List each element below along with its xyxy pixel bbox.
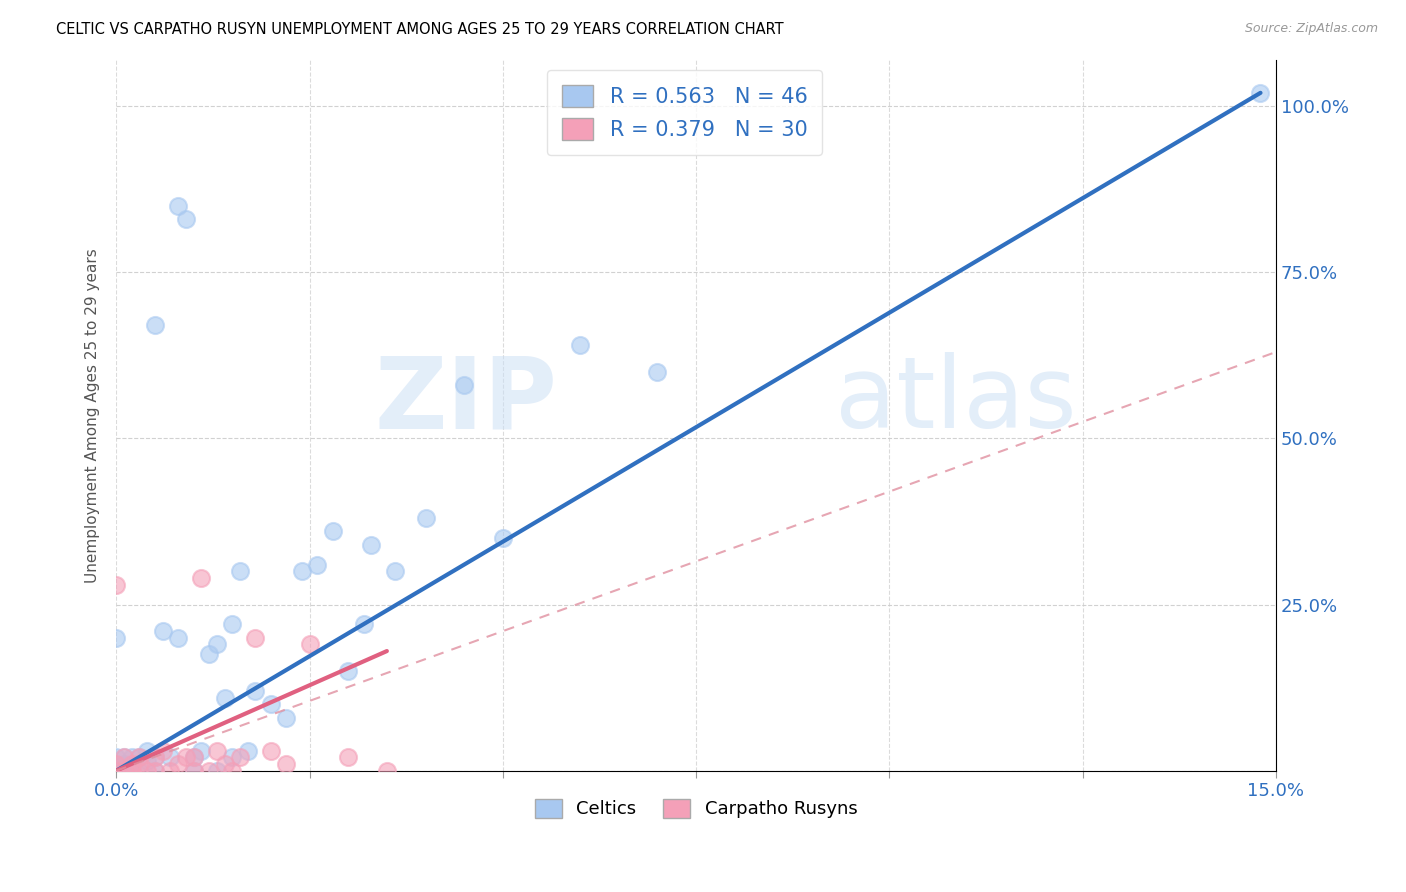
Point xyxy=(112,750,135,764)
Point xyxy=(298,637,321,651)
Point xyxy=(276,710,298,724)
Point xyxy=(105,577,128,591)
Point xyxy=(415,511,437,525)
Y-axis label: Unemployment Among Ages 25 to 29 years: Unemployment Among Ages 25 to 29 years xyxy=(86,248,100,582)
Point xyxy=(143,764,166,778)
Point xyxy=(105,750,128,764)
Point xyxy=(143,750,166,764)
Point xyxy=(183,750,205,764)
Point xyxy=(245,684,267,698)
Point xyxy=(236,744,259,758)
Point xyxy=(121,764,143,778)
Point xyxy=(307,558,329,572)
Point xyxy=(105,764,128,778)
Point xyxy=(337,664,360,678)
Point xyxy=(167,757,190,772)
Text: CELTIC VS CARPATHO RUSYN UNEMPLOYMENT AMONG AGES 25 TO 29 YEARS CORRELATION CHAR: CELTIC VS CARPATHO RUSYN UNEMPLOYMENT AM… xyxy=(56,22,785,37)
Point xyxy=(260,698,283,712)
Point xyxy=(143,318,166,333)
Point xyxy=(375,764,398,778)
Point xyxy=(105,757,128,772)
Point xyxy=(105,631,128,645)
Point xyxy=(353,617,375,632)
Point xyxy=(112,750,135,764)
Point xyxy=(1250,86,1272,100)
Point xyxy=(647,365,669,379)
Point xyxy=(260,744,283,758)
Point xyxy=(121,750,143,764)
Point xyxy=(128,757,150,772)
Point xyxy=(322,524,344,539)
Point xyxy=(128,750,150,764)
Point xyxy=(453,378,475,392)
Point xyxy=(569,338,592,352)
Point xyxy=(229,750,252,764)
Point xyxy=(143,750,166,764)
Text: atlas: atlas xyxy=(835,352,1077,450)
Point xyxy=(198,764,221,778)
Point xyxy=(221,617,243,632)
Point xyxy=(167,199,190,213)
Point xyxy=(167,631,190,645)
Point xyxy=(183,764,205,778)
Point xyxy=(152,744,174,758)
Point xyxy=(143,764,166,778)
Point xyxy=(190,571,212,585)
Point xyxy=(276,757,298,772)
Point xyxy=(121,764,143,778)
Legend: Celtics, Carpatho Rusyns: Celtics, Carpatho Rusyns xyxy=(527,791,865,826)
Point xyxy=(384,564,406,578)
Point xyxy=(337,750,360,764)
Point xyxy=(229,564,252,578)
Point xyxy=(183,764,205,778)
Text: ZIP: ZIP xyxy=(374,352,557,450)
Point xyxy=(205,764,228,778)
Point xyxy=(174,750,197,764)
Point xyxy=(198,648,221,662)
Point xyxy=(221,764,243,778)
Point xyxy=(159,764,181,778)
Point xyxy=(136,754,159,768)
Point xyxy=(159,750,181,764)
Point xyxy=(245,631,267,645)
Point xyxy=(205,637,228,651)
Point xyxy=(183,750,205,764)
Point xyxy=(190,744,212,758)
Point xyxy=(174,212,197,227)
Point xyxy=(221,750,243,764)
Point xyxy=(205,744,228,758)
Point xyxy=(112,757,135,772)
Point xyxy=(112,764,135,778)
Point xyxy=(112,764,135,778)
Point xyxy=(136,744,159,758)
Point xyxy=(152,624,174,639)
Text: Source: ZipAtlas.com: Source: ZipAtlas.com xyxy=(1244,22,1378,36)
Point xyxy=(136,764,159,778)
Point xyxy=(121,757,143,772)
Point xyxy=(214,757,236,772)
Point xyxy=(291,564,314,578)
Point xyxy=(128,764,150,778)
Point xyxy=(492,531,515,545)
Point xyxy=(360,538,382,552)
Point xyxy=(214,690,236,705)
Point xyxy=(128,750,150,764)
